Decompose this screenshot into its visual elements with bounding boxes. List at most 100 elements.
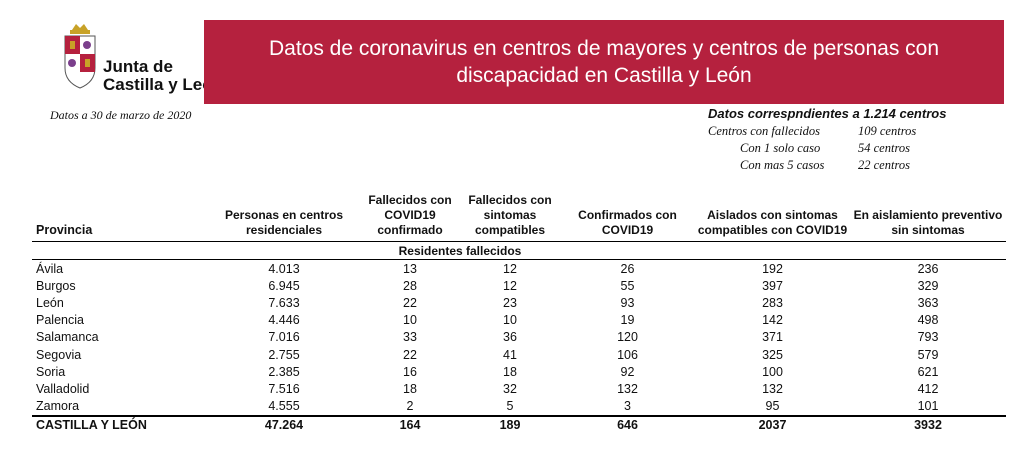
logo-text-line1: Junta de [103, 57, 173, 76]
col-header-confirmados: Confirmados con COVID19 [560, 190, 695, 242]
col-header-aislamiento-preventivo: En aislamiento preventivo sin sintomas [850, 190, 1006, 242]
cell-provincia: Valladolid [36, 381, 90, 396]
cell-provincia: Zamora [36, 399, 80, 414]
table-cell: 22 [403, 347, 417, 362]
table-cell: 32 [503, 381, 517, 396]
table-cell: 621 [917, 364, 939, 379]
table-cell: 92 [620, 364, 635, 379]
table-cell: 12 [503, 261, 517, 276]
table-cell: 363 [917, 295, 939, 310]
table-cell: 236 [917, 261, 939, 276]
table-cell: 19 [620, 313, 635, 328]
table-cell: 101 [917, 399, 939, 414]
coat-of-arms-icon [64, 24, 96, 89]
col-header-personas: Personas en centros residenciales [208, 190, 360, 242]
cell-provincia: Burgos [36, 278, 76, 293]
data-table: Provincia Personas en centros residencia… [32, 190, 1006, 434]
table-cell: 5 [506, 399, 514, 414]
data-date: Datos a 30 de marzo de 2020 [50, 108, 192, 122]
table-row: Segovia 2.755 22 41 106 325 579 [32, 346, 1006, 363]
table-cell: 142 [762, 313, 783, 328]
table-cell: 36 [503, 330, 517, 345]
centers-info-title: Datos correspndientes a 1.214 centros [708, 106, 947, 121]
cell-provincia: Palencia [36, 313, 84, 328]
info-value-fallecidos: 109 centros [858, 124, 917, 138]
cell-provincia: Ávila [36, 261, 64, 276]
table-cell: 4.013 [268, 261, 300, 276]
col-header-aislados: Aislados con sintomas compatibles con CO… [695, 190, 850, 242]
col-header-provincia: Provincia [32, 190, 208, 242]
table-cell: 412 [917, 381, 939, 396]
table-cell: 10 [503, 313, 517, 328]
table-cell: 6.945 [268, 278, 300, 293]
table-cell: 16 [403, 364, 417, 379]
table-cell: 192 [762, 261, 783, 276]
info-label-fallecidos: Centros con fallecidos [708, 124, 821, 138]
table-cell: 7.016 [268, 330, 300, 345]
table-cell: 120 [617, 330, 638, 345]
table-cell: 2.385 [268, 364, 300, 379]
table-cell: 10 [403, 313, 417, 328]
cell-provincia: CASTILLA Y LEÓN [32, 414, 208, 434]
info-label-one-case: Con 1 solo caso [740, 141, 821, 155]
table-cell: 164 [360, 414, 460, 434]
table-row: Burgos 6.945 28 12 55 397 329 [32, 277, 1006, 294]
table-cell: 23 [503, 295, 517, 310]
table-cell: 93 [620, 295, 635, 310]
table-cell: 2 [406, 399, 414, 414]
table-cell: 283 [762, 295, 783, 310]
col-header-fallecidos-sintomas: Fallecidos con sintomas compatibles [460, 190, 560, 242]
table-cell: 18 [403, 381, 417, 396]
col-header-fallecidos-confirmado: Fallecidos con COVID19 confirmado [360, 190, 460, 242]
table-cell: 498 [917, 313, 939, 328]
table-row: Salamanca 7.016 33 36 120 371 793 [32, 329, 1006, 346]
table-row: León 7.633 22 23 93 283 363 [32, 294, 1006, 311]
table-row: Ávila 4.013 13 12 26 192 236 [32, 260, 1006, 278]
table-cell: 3932 [850, 414, 1006, 434]
table-cell: 2.755 [268, 347, 300, 362]
table-cell: 12 [503, 278, 517, 293]
table-cell: 4.555 [268, 399, 300, 414]
table-cell: 18 [503, 364, 517, 379]
cell-provincia: Salamanca [36, 330, 99, 345]
table-row: Palencia 4.446 10 10 19 142 498 [32, 312, 1006, 329]
title-banner: Datos de coronavirus en centros de mayor… [204, 20, 1004, 104]
table-cell: 55 [620, 278, 635, 293]
table-row: Soria 2.385 16 18 92 100 621 [32, 363, 1006, 380]
table-cell: 329 [917, 278, 939, 293]
info-label-five-cases: Con mas 5 casos [740, 158, 825, 172]
page-title: Datos de coronavirus en centros de mayor… [268, 37, 940, 87]
table-cell: 397 [762, 278, 783, 293]
table-cell: 189 [460, 414, 560, 434]
table-cell: 2037 [695, 414, 850, 434]
table-cell: 22 [403, 295, 417, 310]
table-cell: 325 [762, 347, 783, 362]
table-cell: 646 [560, 414, 695, 434]
subheader-residentes-fallecidos: Residentes fallecidos [360, 241, 560, 260]
table-cell: 26 [620, 261, 635, 276]
table-cell: 132 [762, 381, 783, 396]
total-row: CASTILLA Y LEÓN 47.264 164 189 646 2037 3932 [32, 414, 1006, 434]
info-value-five-cases: 22 centros [858, 158, 910, 172]
table-row: Valladolid 7.516 18 32 132 132 412 [32, 380, 1006, 397]
table-cell: 7.516 [268, 381, 300, 396]
logo-text-line2: Castilla y León [103, 75, 223, 94]
table-row: Zamora 4.555 2 5 3 95 101 [32, 398, 1006, 416]
table-cell: 33 [403, 330, 417, 345]
table-cell: 13 [403, 261, 417, 276]
table-cell: 793 [917, 330, 939, 345]
info-value-one-case: 54 centros [858, 141, 910, 155]
table-cell: 579 [917, 347, 939, 362]
table-cell: 132 [617, 381, 638, 396]
junta-logo: Junta de Castilla y León [58, 20, 223, 100]
cell-provincia: Soria [36, 364, 66, 379]
centers-info: Datos correspndientes a 1.214 centros Ce… [708, 106, 947, 172]
table-cell: 7.633 [268, 295, 300, 310]
table-cell: 47.264 [208, 414, 360, 434]
table-cell: 3 [624, 399, 631, 414]
table-cell: 41 [503, 347, 517, 362]
table-cell: 371 [762, 330, 783, 345]
table-cell: 4.446 [268, 313, 300, 328]
table-cell: 28 [403, 278, 417, 293]
cell-provincia: Segovia [36, 347, 82, 362]
